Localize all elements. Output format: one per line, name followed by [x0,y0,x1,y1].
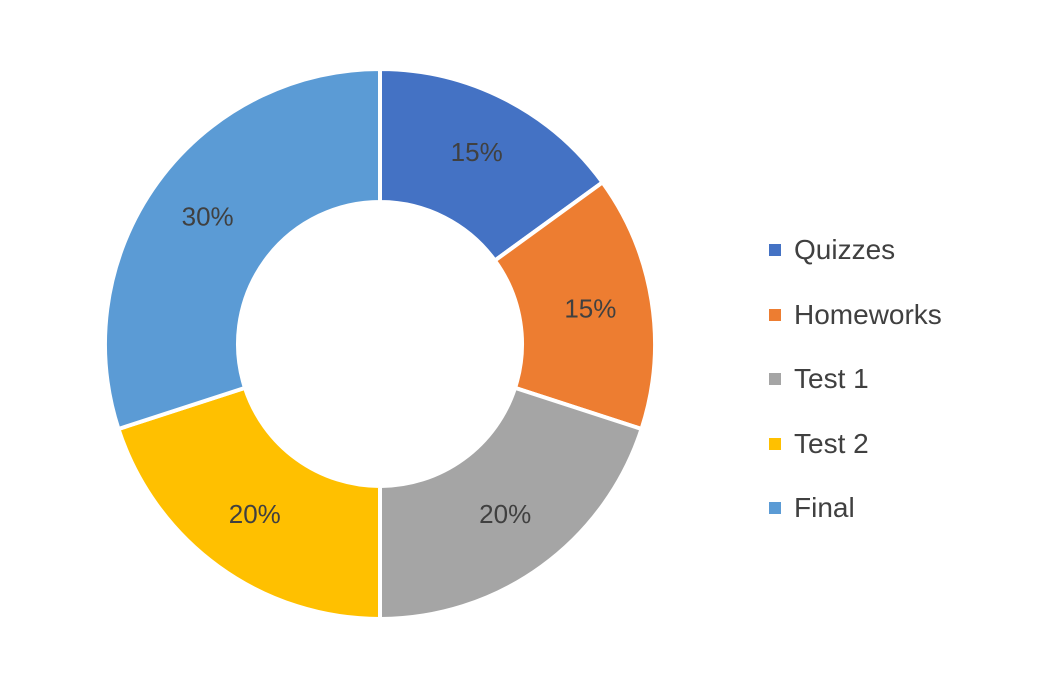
legend-label-quizzes: Quizzes [794,234,896,266]
data-label-final: 30% [182,202,234,232]
chart-legend: Quizzes Homeworks Test 1 Test 2 Final [769,218,942,541]
legend-label-test-2: Test 2 [794,427,869,459]
legend-swatch-test-2 [769,437,781,450]
legend-label-homeworks: Homeworks [794,298,942,330]
legend-item-test-1: Test 1 [769,347,942,412]
legend-swatch-final [769,502,781,515]
slice-quizzes [378,66,606,264]
legend-label-test-1: Test 1 [794,363,869,395]
legend-label-final: Final [794,492,855,524]
legend-item-final: Final [769,476,942,541]
legend-item-quizzes: Quizzes [769,218,942,283]
chart-slices [103,66,657,622]
legend-swatch-quizzes [769,244,781,257]
data-label-homeworks: 15% [564,294,616,324]
slice-homeworks [492,179,657,432]
slice-test-1 [378,385,645,622]
data-label-test-2: 20% [229,499,281,529]
legend-item-test-2: Test 2 [769,412,942,477]
data-label-quizzes: 15% [451,137,503,167]
data-label-test-1: 20% [479,499,531,529]
legend-item-homeworks: Homeworks [769,283,942,348]
chart-data-labels: 15% 15% 20% 20% 30% [182,137,617,529]
legend-swatch-homeworks [769,308,781,321]
slice-final [103,66,382,432]
legend-swatch-test-1 [769,373,781,386]
slice-test-2 [115,385,382,622]
